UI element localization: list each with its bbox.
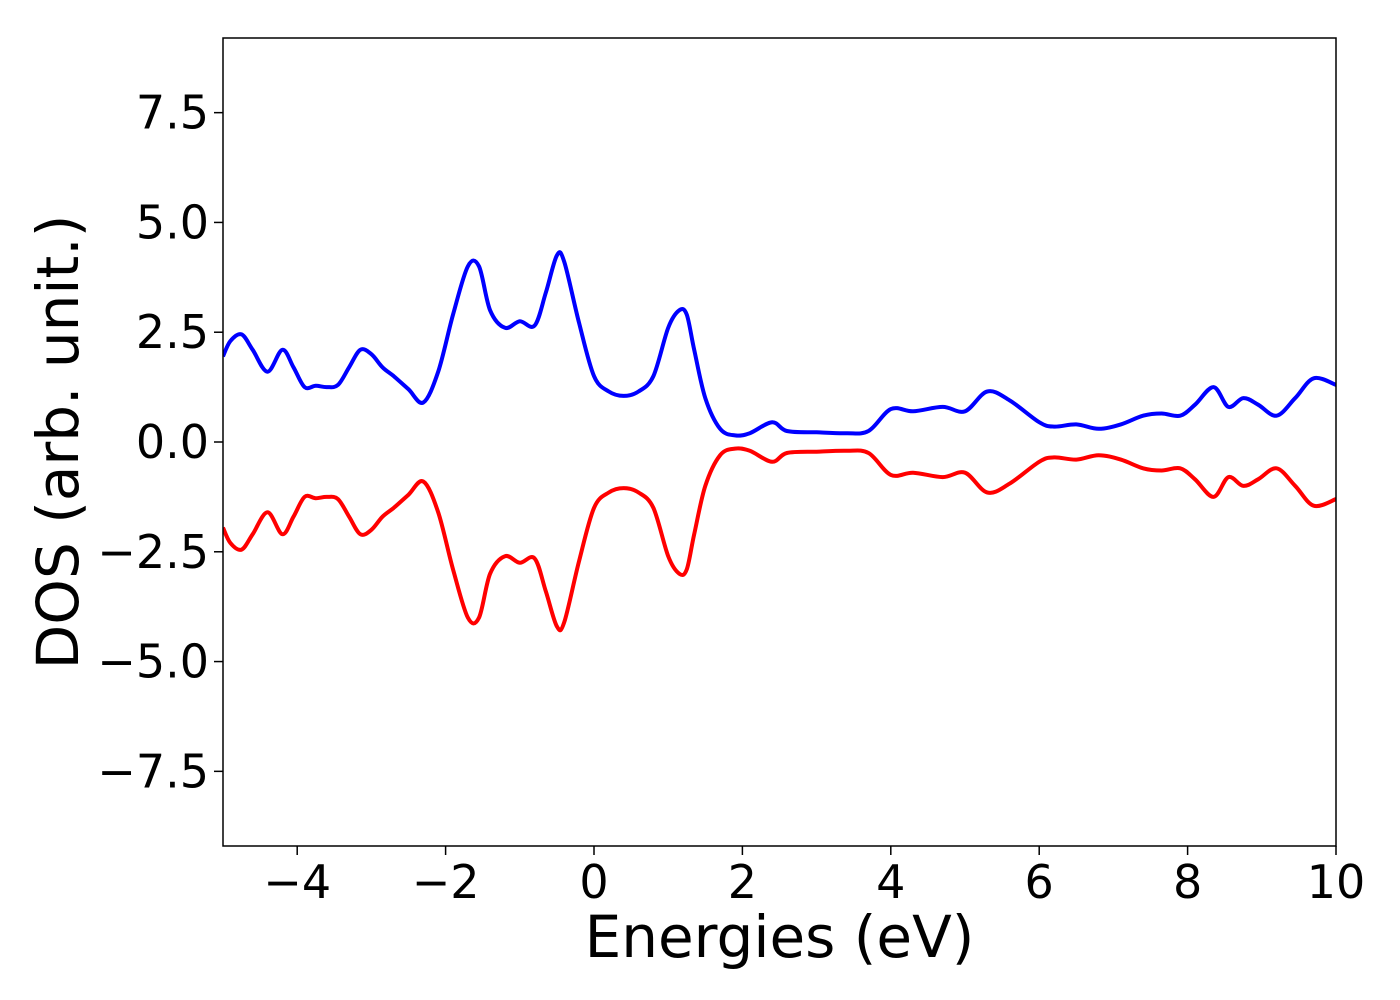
series-layer (223, 250, 1336, 633)
series-line-2 (223, 446, 1336, 633)
x-axis: −4 −2 0 2 4 6 8 10 (263, 846, 1365, 909)
x-tick-label: 4 (876, 855, 905, 909)
y-axis: 7.5 5.0 2.5 0.0 −2.5 −5.0 −7.5 (97, 86, 223, 798)
x-tick-label: 6 (1025, 855, 1054, 909)
y-axis-label: DOS (arb. unit.) (24, 215, 92, 670)
series-line-1 (223, 250, 1336, 438)
x-axis-label: Energies (eV) (585, 903, 975, 971)
y-tick-label: −7.5 (97, 744, 209, 798)
x-tick-label: 0 (579, 855, 608, 909)
plot-frame (222, 37, 1337, 847)
y-tick-label: 7.5 (136, 86, 209, 140)
y-tick-label: −2.5 (97, 525, 209, 579)
x-tick-label: 2 (728, 855, 757, 909)
x-tick-label: −4 (263, 855, 331, 909)
y-tick-label: 5.0 (136, 195, 209, 249)
x-tick-label: −2 (412, 855, 480, 909)
y-tick-label: 0.0 (136, 415, 209, 469)
y-tick-label: −5.0 (97, 635, 209, 689)
x-tick-label: 8 (1173, 855, 1202, 909)
x-tick-label: 10 (1307, 855, 1366, 909)
y-tick-label: 2.5 (136, 305, 209, 359)
